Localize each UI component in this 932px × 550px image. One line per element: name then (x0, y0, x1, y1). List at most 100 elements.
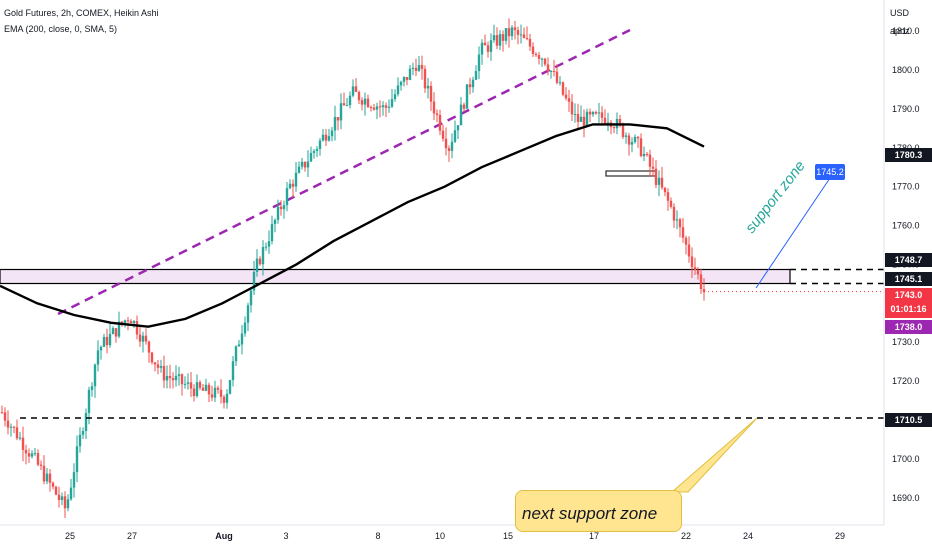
symbol-title[interactable]: Gold Futures, 2h, COMEX, Heikin Ashi (4, 8, 159, 18)
candle-body (612, 127, 616, 129)
candle-body (225, 393, 229, 403)
candle-body (315, 148, 319, 151)
candle-body (582, 116, 586, 126)
currency-label[interactable]: USD (890, 8, 910, 18)
x-tick-label: 25 (65, 531, 75, 541)
candle-body (507, 28, 511, 37)
candle-body (243, 322, 247, 334)
x-tick-label: 8 (375, 531, 380, 541)
candle-body (39, 464, 43, 466)
candle-body (201, 387, 205, 391)
candle-body (12, 426, 16, 428)
candle-body (36, 453, 40, 465)
candle-body (348, 95, 352, 106)
candle-body (474, 71, 478, 80)
candle-body (549, 70, 553, 72)
candle-body (18, 437, 22, 439)
y-tick-label: 1730.0 (892, 337, 920, 347)
candle-body (489, 40, 493, 52)
candle-body (513, 27, 517, 31)
candle-body (501, 34, 505, 41)
candle-body (144, 335, 148, 342)
candle-body (222, 396, 226, 403)
candle-body (330, 130, 334, 137)
candle-body (138, 334, 142, 342)
candle-body (639, 138, 643, 157)
countdown-value: 01:01:16 (890, 304, 927, 314)
candle-body (357, 91, 361, 101)
y-tick-label: 1770.0 (892, 182, 920, 192)
candle-body (54, 486, 58, 495)
candle-body (219, 389, 223, 397)
candle-body (603, 117, 607, 124)
candle-body (666, 192, 670, 201)
candle-body (69, 487, 73, 500)
candle-body (183, 383, 187, 385)
candle-body (384, 105, 388, 108)
candle-body (270, 224, 274, 242)
x-tick-label: 3 (283, 531, 288, 541)
candle-body (681, 227, 685, 238)
candle-body (177, 374, 181, 376)
candle-body (189, 382, 193, 389)
candle-body (387, 106, 391, 108)
candle-body (210, 394, 214, 398)
candle-body (399, 81, 403, 86)
consolidation-box[interactable] (605, 170, 657, 177)
candle-body (594, 112, 598, 114)
candle-body (630, 142, 634, 145)
indicator-label[interactable]: EMA (200, close, 0, SMA, 5) (4, 24, 118, 34)
candle-body (87, 389, 91, 414)
candle-body (75, 446, 79, 473)
candle-body (369, 107, 373, 109)
candle-body (558, 82, 562, 84)
projection-line[interactable] (755, 177, 831, 289)
candle-body (195, 382, 199, 396)
candle-body (192, 388, 196, 396)
candle-body (483, 42, 487, 46)
candle-body (180, 374, 184, 385)
candle-body (114, 328, 118, 337)
candle-body (432, 101, 436, 114)
candle-body (672, 206, 676, 221)
candle-body (57, 494, 61, 501)
candle-body (171, 378, 175, 381)
candle-body (651, 166, 655, 169)
candle-body (45, 473, 49, 482)
candle-body (492, 35, 496, 41)
candle-body (42, 465, 46, 482)
candle-body (255, 258, 259, 272)
candle-body (279, 206, 283, 210)
candle-body (300, 161, 304, 167)
callout-pointer (670, 417, 758, 493)
candle-body (6, 420, 10, 428)
candle-body (573, 113, 577, 115)
candle-body (519, 34, 523, 36)
candle-body (102, 336, 106, 347)
candle-body (63, 496, 67, 509)
candle-body (108, 334, 112, 346)
trend-line[interactable] (57, 28, 631, 316)
candle-body (159, 366, 163, 368)
candle-body (522, 34, 526, 38)
candle-body (234, 346, 238, 362)
candle-body (597, 112, 601, 114)
ema-line[interactable] (0, 123, 705, 328)
candle-body (429, 85, 433, 102)
candle-body (186, 382, 190, 384)
candle-body (564, 94, 568, 99)
candle-body (117, 321, 121, 337)
candle-body (663, 187, 667, 193)
candle-body (51, 482, 55, 487)
support-zone-rect[interactable] (0, 268, 791, 285)
candle-body (618, 118, 622, 125)
next-support-zone-label: next support zone (522, 504, 658, 523)
candle-body (267, 241, 271, 247)
candle-body (678, 219, 682, 228)
candle-body (570, 101, 574, 115)
candle-body (33, 453, 37, 455)
x-tick-label: 24 (743, 531, 753, 541)
candle-body (15, 427, 19, 439)
